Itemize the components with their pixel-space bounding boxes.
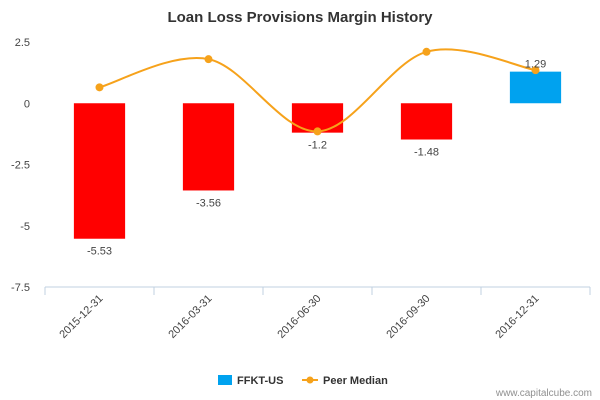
y-tick-label: -7.5 xyxy=(11,282,30,294)
legend-swatch-peer-marker xyxy=(306,376,314,384)
y-axis: 2.5 0 -2.5 -5 -7.5 xyxy=(11,37,30,294)
legend-swatch-ffkt[interactable] xyxy=(218,375,232,385)
x-tick-label: 2016-12-31 xyxy=(493,293,541,341)
bar[interactable] xyxy=(400,103,453,140)
peer-median-point[interactable] xyxy=(313,127,322,136)
bar-data-label: -5.53 xyxy=(87,246,112,258)
bar-data-label: -1.48 xyxy=(414,147,439,159)
peer-median-point[interactable] xyxy=(95,83,104,92)
bar-data-label: -1.2 xyxy=(308,140,327,152)
peer-median-series xyxy=(95,47,540,136)
y-tick-label: -2.5 xyxy=(11,160,30,172)
legend: FFKT-US Peer Median xyxy=(218,375,388,387)
y-tick-label: 2.5 xyxy=(15,37,30,49)
peer-median-point[interactable] xyxy=(531,66,540,75)
x-tick-label: 2016-09-30 xyxy=(384,293,432,341)
data-labels: -5.53 -3.56 -1.2 -1.48 1.29 xyxy=(87,59,546,258)
bar-data-label: -3.56 xyxy=(196,197,221,209)
y-tick-label: -5 xyxy=(20,221,30,233)
x-tick-label: 2015-12-31 xyxy=(57,293,105,341)
bar[interactable] xyxy=(73,103,126,239)
chart-title: Loan Loss Provisions Margin History xyxy=(167,9,433,26)
credit-text: www.capitalcube.com xyxy=(495,388,592,399)
y-tick-label: 0 xyxy=(24,98,30,110)
peer-median-point[interactable] xyxy=(204,55,213,64)
legend-label-ffkt[interactable]: FFKT-US xyxy=(237,375,283,387)
x-tick-label: 2016-03-31 xyxy=(166,293,214,341)
x-axis: 2015-12-31 2016-03-31 2016-06-30 2016-09-30… xyxy=(44,286,591,341)
x-tick-label: 2016-06-30 xyxy=(275,293,323,341)
bar-series xyxy=(73,71,562,239)
bar[interactable] xyxy=(182,103,235,191)
bar-data-label: 1.29 xyxy=(525,59,546,71)
bar[interactable] xyxy=(509,71,562,104)
legend-label-peer[interactable]: Peer Median xyxy=(323,375,388,387)
peer-median-point[interactable] xyxy=(422,47,431,56)
